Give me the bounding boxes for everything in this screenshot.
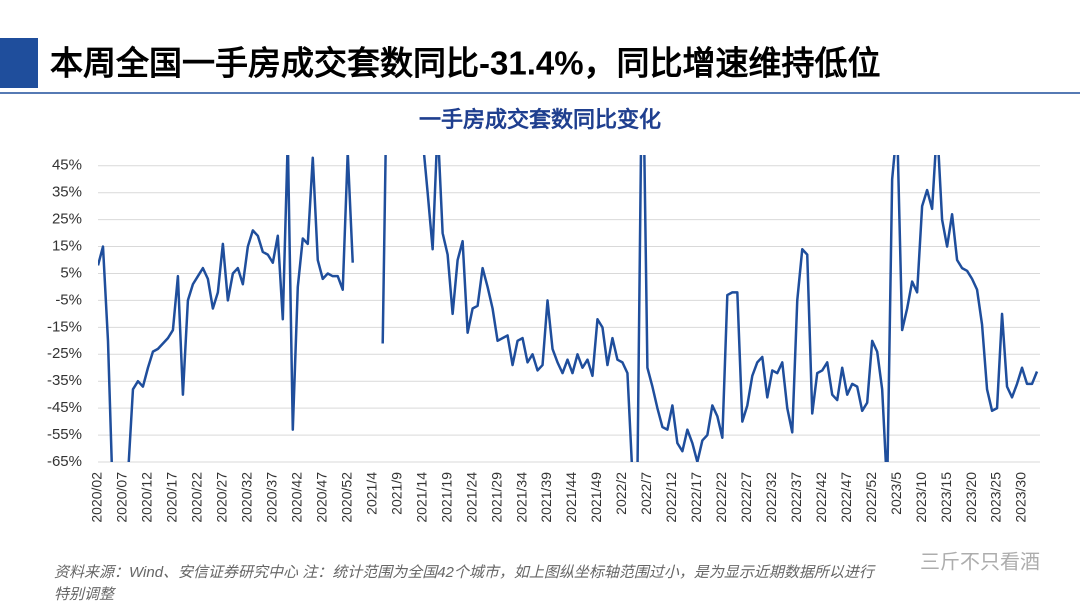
y-tick-label: -55% bbox=[47, 426, 82, 443]
x-tick-label: 2023/10 bbox=[913, 472, 929, 523]
x-tick-label: 2021/24 bbox=[463, 472, 479, 523]
x-tick-label: 2021/4 bbox=[363, 472, 379, 515]
x-tick-label: 2020/42 bbox=[288, 472, 304, 523]
chart-title: 一手房成交套数同比变化 bbox=[419, 107, 661, 132]
x-tick-label: 2022/7 bbox=[638, 472, 654, 515]
page-title: 本周全国一手房成交套数同比-31.4%，同比增速维持低位 bbox=[50, 45, 881, 82]
x-tick-label: 2020/07 bbox=[114, 472, 130, 523]
x-tick-label: 2020/32 bbox=[239, 472, 255, 523]
x-tick-label: 2020/22 bbox=[189, 472, 205, 523]
x-tick-label: 2023/5 bbox=[888, 472, 904, 515]
source-note: 特别调整 bbox=[54, 586, 117, 603]
y-tick-label: -45% bbox=[47, 399, 82, 416]
x-tick-label: 2021/44 bbox=[563, 472, 579, 523]
x-tick-label: 2020/17 bbox=[164, 472, 180, 523]
y-tick-label: -5% bbox=[55, 291, 82, 308]
x-tick-label: 2021/19 bbox=[438, 472, 454, 523]
header-block bbox=[0, 38, 38, 88]
x-tick-label: 2020/02 bbox=[89, 472, 105, 523]
x-tick-label: 2020/27 bbox=[214, 472, 230, 523]
x-tick-label: 2020/12 bbox=[139, 472, 155, 523]
x-tick-label: 2021/34 bbox=[513, 472, 529, 523]
x-tick-label: 2023/20 bbox=[963, 472, 979, 523]
x-tick-label: 2022/52 bbox=[863, 472, 879, 523]
x-tick-label: 2023/30 bbox=[1013, 472, 1029, 523]
x-tick-label: 2022/12 bbox=[663, 472, 679, 523]
x-tick-label: 2022/22 bbox=[713, 472, 729, 523]
watermark: 三斤不只看酒 bbox=[920, 550, 1040, 573]
x-tick-label: 2021/14 bbox=[413, 472, 429, 523]
plot-area bbox=[98, 155, 1039, 462]
y-tick-label: -15% bbox=[47, 318, 82, 335]
x-tick-label: 2020/37 bbox=[264, 472, 280, 523]
x-tick-label: 2023/15 bbox=[938, 472, 954, 523]
y-tick-label: 5% bbox=[60, 264, 82, 281]
x-tick-label: 2022/2 bbox=[613, 472, 629, 515]
x-tick-label: 2022/37 bbox=[788, 472, 804, 523]
x-tick-label: 2021/49 bbox=[588, 472, 604, 523]
y-tick-label: 15% bbox=[52, 238, 82, 255]
data-line bbox=[98, 155, 1039, 462]
x-tick-label: 2023/25 bbox=[988, 472, 1004, 523]
y-tick-label: 35% bbox=[52, 184, 82, 201]
y-tick-label: 25% bbox=[52, 211, 82, 228]
x-tick-label: 2021/39 bbox=[538, 472, 554, 523]
source-note: 资料来源：Wind、安信证券研究中心 注：统计范围为全国42个城市，如上图纵坐标… bbox=[54, 564, 876, 581]
x-tick-label: 2022/17 bbox=[688, 472, 704, 523]
y-tick-label: -35% bbox=[47, 372, 82, 389]
y-tick-label: -25% bbox=[47, 345, 82, 362]
x-tick-label: 2020/52 bbox=[338, 472, 354, 523]
x-tick-label: 2022/42 bbox=[813, 472, 829, 523]
x-tick-label: 2021/29 bbox=[488, 472, 504, 523]
x-tick-label: 2020/47 bbox=[313, 472, 329, 523]
x-tick-label: 2022/47 bbox=[838, 472, 854, 523]
x-tick-label: 2022/32 bbox=[763, 472, 779, 523]
x-tick-label: 2021/9 bbox=[388, 472, 404, 515]
x-tick-label: 2022/27 bbox=[738, 472, 754, 523]
y-tick-label: -65% bbox=[47, 453, 82, 470]
y-tick-label: 45% bbox=[52, 157, 82, 174]
